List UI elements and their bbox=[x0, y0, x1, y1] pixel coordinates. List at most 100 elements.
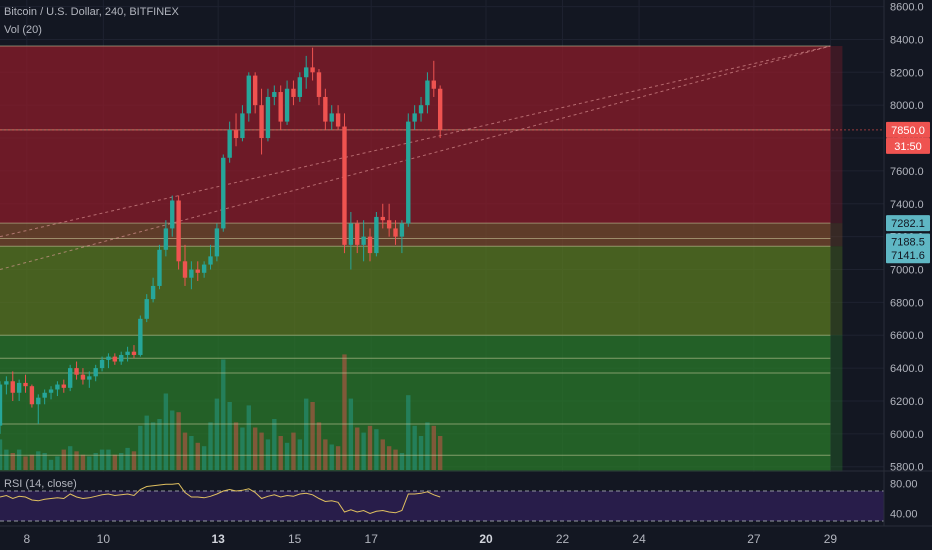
volume-bar bbox=[323, 439, 328, 470]
price-tag-box bbox=[886, 137, 930, 154]
volume-bar bbox=[144, 415, 149, 470]
candle-body bbox=[380, 216, 385, 221]
volume-bar bbox=[74, 451, 79, 470]
volume-bar bbox=[380, 439, 385, 470]
candle-body bbox=[195, 269, 200, 273]
volume-bar bbox=[355, 427, 360, 470]
volume-bar bbox=[425, 422, 430, 470]
candle-body bbox=[399, 223, 405, 237]
candle-body bbox=[131, 351, 137, 355]
rsi-pane bbox=[0, 470, 932, 525]
volume-bar bbox=[87, 456, 92, 470]
candle-body bbox=[348, 223, 354, 245]
volume-bar bbox=[386, 446, 392, 470]
candle-body bbox=[335, 113, 341, 127]
candle-body bbox=[386, 220, 392, 229]
candle-body bbox=[323, 96, 328, 122]
rsi-legend[interactable]: RSI (14, close) bbox=[4, 478, 77, 490]
candle-body bbox=[355, 223, 360, 245]
candle-body bbox=[214, 228, 220, 257]
volume-bar bbox=[329, 444, 334, 470]
volume-bar bbox=[189, 436, 194, 470]
volume-bar bbox=[393, 449, 398, 470]
volume-bar bbox=[335, 446, 341, 470]
price-tick-label: 8200.0 bbox=[890, 67, 924, 79]
volume-bar bbox=[278, 436, 283, 470]
volume-bar bbox=[265, 439, 271, 470]
volume-bar bbox=[163, 393, 169, 470]
price-tag-box bbox=[886, 247, 930, 264]
volume-bar bbox=[16, 449, 22, 470]
volume-bar bbox=[208, 422, 213, 470]
time-axis[interactable]: 8 10 13 15 17 20 22 24 27 29 bbox=[0, 525, 932, 546]
volume-bar bbox=[23, 456, 28, 470]
volume-bar bbox=[233, 422, 239, 470]
volume-bar bbox=[10, 453, 15, 470]
candle-body bbox=[201, 264, 207, 273]
volume-bar bbox=[48, 459, 54, 470]
candle-body bbox=[99, 359, 105, 369]
volume-bar bbox=[176, 412, 181, 470]
volume-bar bbox=[93, 453, 98, 470]
time-tick-label: 8 bbox=[23, 532, 30, 546]
candle-body bbox=[87, 376, 92, 380]
volume-bar bbox=[150, 422, 156, 470]
candle-body bbox=[272, 92, 277, 97]
candle-body bbox=[265, 96, 271, 139]
price-tick-label: 8600.0 bbox=[890, 2, 924, 14]
candle-body bbox=[157, 249, 162, 286]
candle-body bbox=[221, 157, 226, 229]
volume-bar bbox=[272, 419, 277, 470]
volume-bar bbox=[227, 402, 232, 470]
volume-bar bbox=[201, 446, 207, 470]
volume-bar bbox=[437, 436, 443, 470]
candle-body bbox=[150, 285, 156, 300]
candle-body bbox=[367, 236, 373, 254]
candle-body bbox=[246, 75, 251, 114]
horizontal-levels bbox=[0, 45, 884, 456]
time-tick-label: 10 bbox=[97, 532, 111, 546]
candle-body bbox=[227, 129, 232, 158]
volume-bar bbox=[29, 454, 35, 470]
candle-body bbox=[259, 105, 264, 139]
candle-body bbox=[418, 105, 424, 114]
volume-bar bbox=[42, 453, 47, 470]
volume-bar bbox=[412, 425, 417, 470]
volume-bar bbox=[106, 449, 111, 470]
candle-body bbox=[48, 389, 54, 393]
price-tag-label: 7850.0 bbox=[891, 125, 925, 137]
price-tick-label: 6000.0 bbox=[890, 429, 924, 441]
volume-bar bbox=[36, 451, 41, 470]
volume-bar bbox=[125, 447, 130, 470]
price-tick-label: 8400.0 bbox=[890, 34, 924, 46]
volume-legend[interactable]: Vol (20) bbox=[4, 24, 42, 36]
candle-body bbox=[437, 88, 443, 130]
price-tick-label: 7400.0 bbox=[890, 199, 924, 211]
volume-bar bbox=[406, 395, 411, 470]
zone-band bbox=[0, 223, 831, 247]
volume-bar bbox=[316, 422, 322, 470]
candle-body bbox=[284, 88, 290, 122]
candle-body bbox=[29, 386, 35, 405]
candle-body bbox=[80, 374, 86, 380]
volume-bar bbox=[348, 398, 354, 470]
candle-body bbox=[329, 113, 334, 122]
price-tag-label: 7141.6 bbox=[891, 250, 925, 262]
volume-bar bbox=[0, 439, 3, 470]
volume-bar bbox=[259, 432, 264, 470]
price-tag-label: 31:50 bbox=[894, 141, 922, 153]
time-tick-label: 22 bbox=[556, 532, 570, 546]
chart-title[interactable]: Bitcoin / U.S. Dollar, 240, BITFINEX bbox=[4, 6, 179, 18]
trend-line bbox=[0, 45, 831, 270]
candle-body bbox=[252, 75, 258, 106]
volume-bar bbox=[182, 432, 188, 470]
volume-bar bbox=[80, 454, 86, 470]
candle-body bbox=[23, 382, 28, 387]
volume-bar bbox=[304, 398, 309, 470]
volume-bar bbox=[119, 453, 124, 470]
volume-bar bbox=[221, 359, 226, 470]
candle-body bbox=[74, 368, 79, 375]
candle-body bbox=[42, 392, 47, 398]
rsi-tick-label: 40.00 bbox=[890, 509, 918, 521]
candle-body bbox=[297, 77, 303, 97]
